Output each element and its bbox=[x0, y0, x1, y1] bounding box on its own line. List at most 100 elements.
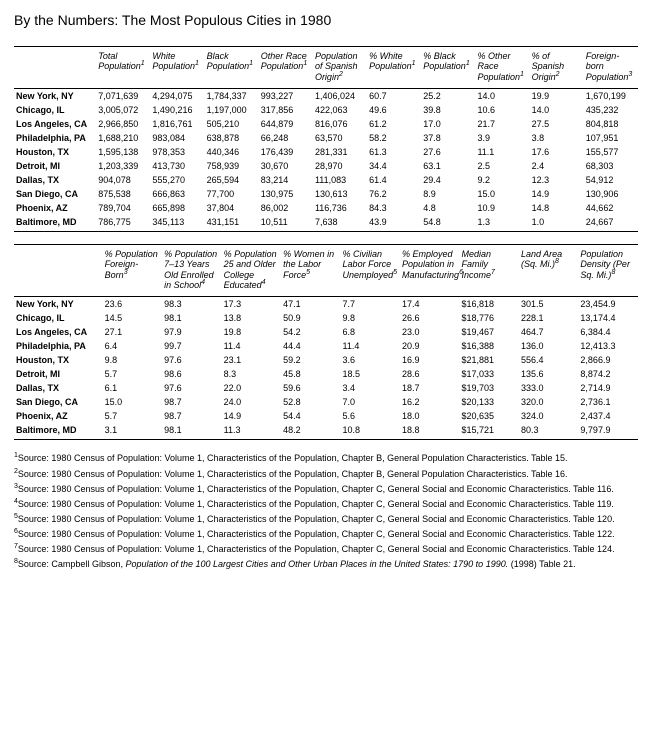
table-cell: 11.4 bbox=[341, 339, 400, 353]
table-cell: 59.6 bbox=[281, 381, 340, 395]
table-cell: 27.1 bbox=[103, 325, 162, 339]
footnote: 7Source: 1980 Census of Population: Volu… bbox=[14, 543, 638, 555]
table-cell: 7.0 bbox=[341, 395, 400, 409]
column-header: White Population1 bbox=[150, 47, 204, 89]
table-cell: 24,667 bbox=[584, 215, 638, 232]
table-cell: 10.6 bbox=[475, 103, 529, 117]
table-cell: 61.3 bbox=[367, 145, 421, 159]
table-row: Houston, TX1,595,138978,353440,346176,43… bbox=[14, 145, 638, 159]
table-cell: 1.3 bbox=[475, 215, 529, 232]
table-cell: 13.8 bbox=[222, 311, 281, 325]
table-cell: 2,437.4 bbox=[578, 409, 638, 423]
table-cell: 23.6 bbox=[103, 297, 162, 312]
table-cell: 58.2 bbox=[367, 131, 421, 145]
table-cell: Houston, TX bbox=[14, 145, 96, 159]
table-cell: Phoenix, AZ bbox=[14, 409, 103, 423]
table-cell: 19.8 bbox=[222, 325, 281, 339]
table-row: Los Angeles, CA27.197.919.854.26.823.0$1… bbox=[14, 325, 638, 339]
table-cell: 13,174.4 bbox=[578, 311, 638, 325]
table-cell: 16.2 bbox=[400, 395, 459, 409]
table-cell: 19.9 bbox=[530, 89, 584, 104]
table-cell: 77,700 bbox=[205, 187, 259, 201]
table-cell: Baltimore, MD bbox=[14, 215, 96, 232]
column-header bbox=[14, 245, 103, 297]
table-cell: 301.5 bbox=[519, 297, 578, 312]
table-cell: 80.3 bbox=[519, 423, 578, 440]
table-cell: Detroit, MI bbox=[14, 367, 103, 381]
table-cell: 413,730 bbox=[150, 159, 204, 173]
table-cell: 758,939 bbox=[205, 159, 259, 173]
table-cell: 44.4 bbox=[281, 339, 340, 353]
table-cell: 3,005,072 bbox=[96, 103, 150, 117]
table-cell: 4.8 bbox=[421, 201, 475, 215]
table-cell: 98.1 bbox=[162, 311, 221, 325]
table-cell: $21,881 bbox=[459, 353, 518, 367]
table-cell: 875,538 bbox=[96, 187, 150, 201]
table-cell: 135.6 bbox=[519, 367, 578, 381]
column-header: Median Family Income7 bbox=[459, 245, 518, 297]
column-header: Population of Spanish Origin2 bbox=[313, 47, 367, 89]
footnote: 1Source: 1980 Census of Population: Volu… bbox=[14, 452, 638, 464]
table-cell: 3.6 bbox=[341, 353, 400, 367]
table-cell: 789,704 bbox=[96, 201, 150, 215]
table-cell: 14.9 bbox=[530, 187, 584, 201]
table-cell: 14.0 bbox=[530, 103, 584, 117]
table-cell: Phoenix, AZ bbox=[14, 201, 96, 215]
table-cell: 45.8 bbox=[281, 367, 340, 381]
table-cell: Detroit, MI bbox=[14, 159, 96, 173]
column-header: % of Spanish Origin2 bbox=[530, 47, 584, 89]
table-demographics: Total Population1White Population1Black … bbox=[14, 46, 638, 232]
table-cell: 99.7 bbox=[162, 339, 221, 353]
table-cell: $16,388 bbox=[459, 339, 518, 353]
table-cell: $18,776 bbox=[459, 311, 518, 325]
table-cell: 24.0 bbox=[222, 395, 281, 409]
column-header: Land Area (Sq. Mi.)8 bbox=[519, 245, 578, 297]
table-cell: 665,898 bbox=[150, 201, 204, 215]
table-cell: 12.3 bbox=[530, 173, 584, 187]
table-cell: 666,863 bbox=[150, 187, 204, 201]
table-cell: 3.8 bbox=[530, 131, 584, 145]
table-cell: Philadelphia, PA bbox=[14, 131, 96, 145]
table-cell: 98.3 bbox=[162, 297, 221, 312]
table-cell: Chicago, IL bbox=[14, 311, 103, 325]
table-cell: 9.8 bbox=[103, 353, 162, 367]
table-row: Dallas, TX6.197.622.059.63.418.7$19,7033… bbox=[14, 381, 638, 395]
table-cell: 9,797.9 bbox=[578, 423, 638, 440]
table-cell: 644,879 bbox=[259, 117, 313, 131]
table-cell: 97.6 bbox=[162, 381, 221, 395]
table-cell: 52.8 bbox=[281, 395, 340, 409]
table-cell: 422,063 bbox=[313, 103, 367, 117]
table-cell: 29.4 bbox=[421, 173, 475, 187]
table-cell: 48.2 bbox=[281, 423, 340, 440]
table-cell: 107,951 bbox=[584, 131, 638, 145]
table-cell: New York, NY bbox=[14, 297, 103, 312]
table-row: Detroit, MI5.798.68.345.818.528.6$17,033… bbox=[14, 367, 638, 381]
table-cell: 28,970 bbox=[313, 159, 367, 173]
table-cell: 54.4 bbox=[281, 409, 340, 423]
column-header: Foreign-born Population3 bbox=[584, 47, 638, 89]
table-cell: 786,775 bbox=[96, 215, 150, 232]
table-cell: 8.3 bbox=[222, 367, 281, 381]
table-cell: 1,784,337 bbox=[205, 89, 259, 104]
table-row: Los Angeles, CA2,966,8501,816,761505,210… bbox=[14, 117, 638, 131]
column-header: % Other Race Population1 bbox=[475, 47, 529, 89]
table-cell: $19,703 bbox=[459, 381, 518, 395]
table-cell: 5.7 bbox=[103, 409, 162, 423]
column-header: % Employed Population in Manufacturing6 bbox=[400, 245, 459, 297]
table-cell: 18.8 bbox=[400, 423, 459, 440]
table-cell: 98.1 bbox=[162, 423, 221, 440]
table-cell: 25.2 bbox=[421, 89, 475, 104]
table-cell: 84.3 bbox=[367, 201, 421, 215]
table-cell: Dallas, TX bbox=[14, 173, 96, 187]
table-cell: 98.6 bbox=[162, 367, 221, 381]
table-row: Chicago, IL3,005,0721,490,2161,197,00031… bbox=[14, 103, 638, 117]
table-cell: 17.4 bbox=[400, 297, 459, 312]
column-header bbox=[14, 47, 96, 89]
table-cell: 10.8 bbox=[341, 423, 400, 440]
table-cell: 1,595,138 bbox=[96, 145, 150, 159]
table-cell: 10.9 bbox=[475, 201, 529, 215]
table-cell: 39.8 bbox=[421, 103, 475, 117]
table-cell: 638,878 bbox=[205, 131, 259, 145]
table-row: Chicago, IL14.598.113.850.99.826.6$18,77… bbox=[14, 311, 638, 325]
table-row: Detroit, MI1,203,339413,730758,93930,670… bbox=[14, 159, 638, 173]
